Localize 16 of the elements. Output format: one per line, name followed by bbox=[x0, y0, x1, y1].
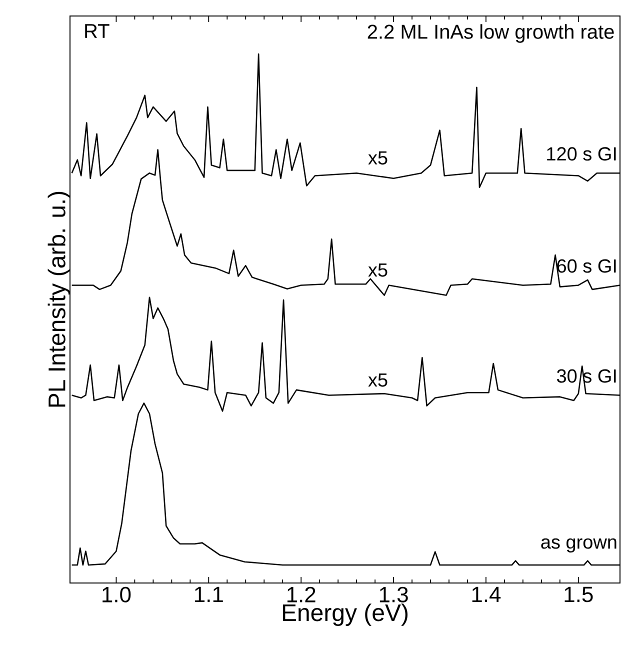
series-label: 120 s GI bbox=[547, 147, 616, 161]
annotation: x5 bbox=[368, 151, 388, 165]
annotation: x5 bbox=[368, 263, 388, 277]
series-label: 60 s GI bbox=[557, 259, 616, 273]
x-axis-title: Energy (eV) bbox=[282, 604, 408, 626]
y-axis-title: PL Intensity (arb. u.) bbox=[48, 192, 70, 407]
x-tick-label: 1.5 bbox=[564, 586, 593, 602]
x-tick-label: 1.1 bbox=[195, 586, 223, 602]
x-tick-label: 1.2 bbox=[287, 586, 316, 602]
x-tick-label: 1.3 bbox=[380, 586, 408, 602]
text: RT bbox=[85, 24, 110, 38]
annotation: x5 bbox=[368, 373, 388, 387]
text: 2.2 ML InAs low growth rate bbox=[368, 24, 614, 43]
x-tick-label: 1.4 bbox=[472, 586, 501, 602]
x-tick-label: 1.0 bbox=[102, 586, 131, 602]
series-label: as grown bbox=[541, 538, 616, 553]
